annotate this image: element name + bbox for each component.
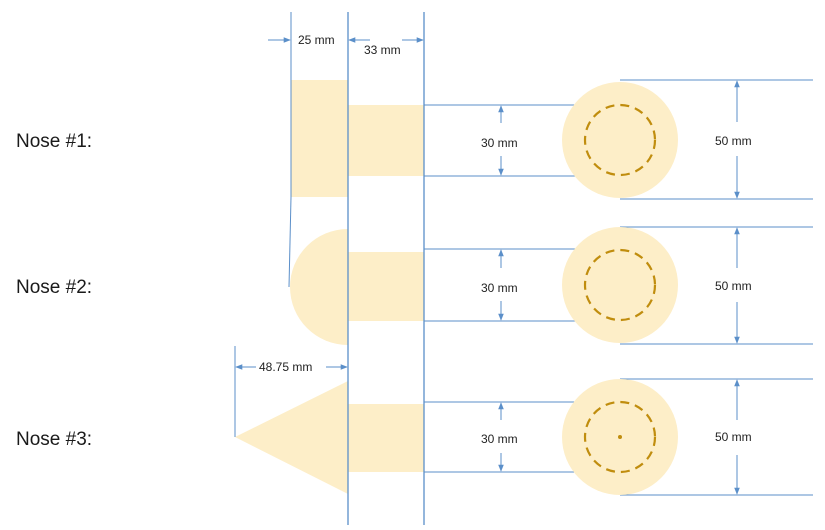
nose1-inner-diameter: 30 mm [481, 136, 518, 150]
nose1-flat-front [291, 80, 348, 197]
nose2-hemisphere [290, 229, 348, 345]
nose3-outer-diameter: 50 mm [715, 430, 752, 444]
nose1-outer-diameter: 50 mm [715, 134, 752, 148]
nose3-tip-point [618, 435, 622, 439]
nose3-label: Nose #3: [16, 429, 93, 450]
nose3-cone [235, 381, 348, 494]
nose2-outer-diameter: 50 mm [715, 279, 752, 293]
nose3-cylinder [348, 404, 424, 472]
nose2-front-view [424, 226, 813, 345]
dim-label-25: 25 mm [298, 33, 335, 47]
nose3-inner-diameter: 30 mm [481, 432, 518, 446]
nose2-cylinder [348, 252, 424, 321]
ref-line-hemi-tip [288, 196, 292, 288]
dim-label-33: 33 mm [364, 43, 401, 57]
nose2-label: Nose #2: [16, 277, 93, 298]
nose1-label: Nose #1: [16, 131, 93, 152]
nose3-front-view [424, 378, 813, 496]
nose2-inner-diameter: 30 mm [481, 281, 518, 295]
nose1-front-view [424, 79, 813, 200]
dim-label-48: 48.75 mm [259, 360, 312, 374]
nose1-cylinder [348, 105, 424, 176]
